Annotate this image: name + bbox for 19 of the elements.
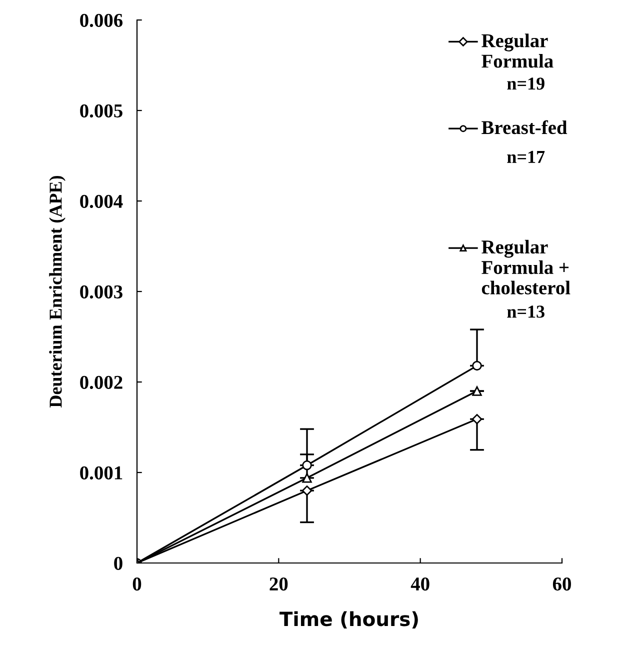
annotation: n=13 xyxy=(507,306,544,318)
y-tick-label: 0 xyxy=(114,556,122,570)
annotation: n=19 xyxy=(507,78,544,90)
x-tick-label: 20 xyxy=(270,577,288,591)
legend-label: Breast-fed xyxy=(482,120,568,134)
annotation: n=17 xyxy=(507,150,545,163)
y-tick-label: 0.002 xyxy=(80,376,122,390)
y-tick-label: 0.001 xyxy=(80,466,122,480)
x-tick-label: 40 xyxy=(410,577,430,591)
legend-label: Regular Formula + cholesterol xyxy=(482,240,570,294)
y-axis-title: Deuterium Enrichment (APE) xyxy=(49,176,66,408)
x-tick-label: 0 xyxy=(132,577,142,591)
y-tick-label: 0.003 xyxy=(80,285,122,299)
x-tick-label: 60 xyxy=(552,577,571,591)
y-tick-label: 0.006 xyxy=(80,14,123,28)
y-tick-label: 0.005 xyxy=(80,104,122,118)
y-tick-label: 0.004 xyxy=(80,194,123,208)
x-axis-title: Time (hours) xyxy=(280,611,418,629)
legend-label: Regular Formula xyxy=(482,34,554,68)
